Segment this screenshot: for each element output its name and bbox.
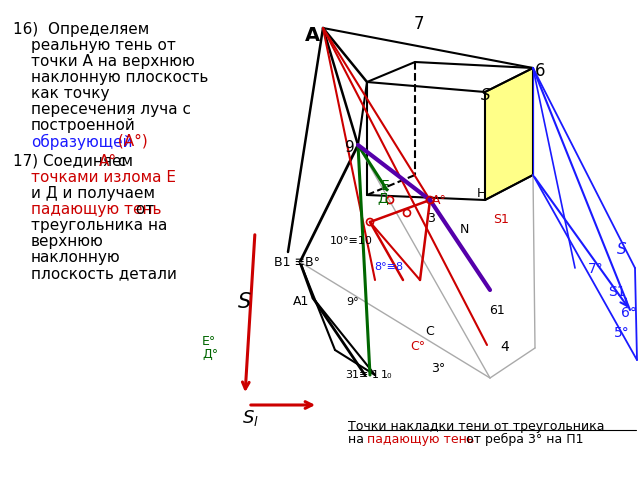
Text: как точку: как точку [31, 86, 109, 101]
Text: H: H [477, 187, 486, 200]
Text: Д: Д [377, 191, 388, 205]
Text: A: A [305, 26, 320, 45]
Text: 3: 3 [427, 212, 435, 225]
Text: S: S [238, 292, 252, 312]
Text: А°: А° [99, 154, 117, 169]
Text: пересечения луча с: пересечения луча с [31, 102, 191, 117]
Text: и Д и получаем: и Д и получаем [31, 186, 155, 201]
Text: N: N [460, 223, 469, 236]
Text: 9: 9 [345, 140, 355, 155]
Text: $S_l$: $S_l$ [242, 408, 259, 428]
Text: 3°: 3° [431, 362, 445, 375]
Text: от ребра 3° на П1: от ребра 3° на П1 [462, 433, 584, 446]
Text: от: от [131, 202, 154, 217]
Text: 10°≡10: 10°≡10 [330, 236, 373, 246]
Text: 31≡: 31≡ [345, 370, 369, 380]
Text: 1: 1 [372, 370, 379, 380]
Text: 6°: 6° [621, 306, 637, 320]
Text: A1: A1 [293, 295, 309, 308]
Text: C°: C° [410, 340, 425, 353]
Text: S1: S1 [493, 213, 509, 226]
Text: плоскость детали: плоскость детали [31, 266, 177, 281]
Text: Е: Е [381, 179, 390, 193]
Text: с: с [113, 154, 126, 169]
Text: 6: 6 [535, 62, 545, 80]
Text: S: S [481, 88, 491, 103]
Text: C: C [425, 325, 434, 338]
Text: падающую тень: падающую тень [31, 202, 161, 217]
Text: A°: A° [432, 194, 447, 207]
Text: точками излома Е: точками излома Е [31, 170, 176, 185]
Text: падающую тень: падающую тень [367, 433, 474, 446]
Text: Д°: Д° [202, 348, 218, 361]
Text: 1₀: 1₀ [381, 370, 392, 380]
Text: 7°: 7° [588, 262, 604, 276]
Text: (А°): (А°) [113, 134, 148, 149]
Polygon shape [485, 68, 533, 200]
Text: 16)  Определяем: 16) Определяем [13, 22, 149, 37]
Text: верхнюю: верхнюю [31, 234, 104, 249]
Text: 9°: 9° [346, 297, 358, 307]
Text: 17) Соединяем: 17) Соединяем [13, 154, 133, 169]
Text: S1: S1 [608, 285, 626, 299]
Text: построенной: построенной [31, 118, 136, 133]
Text: 5°: 5° [614, 326, 630, 340]
Text: 8°≡8: 8°≡8 [374, 262, 403, 272]
Text: наклонную: наклонную [31, 250, 120, 265]
Text: B1 ≡B°: B1 ≡B° [274, 256, 320, 269]
Text: 4: 4 [500, 340, 509, 354]
Text: Точки накладки тени от треугольника: Точки накладки тени от треугольника [348, 420, 605, 433]
Text: образующей: образующей [31, 134, 132, 150]
Text: E°: E° [202, 335, 216, 348]
Text: S: S [617, 242, 627, 257]
Text: реальную тень от: реальную тень от [31, 38, 176, 53]
Text: точки А на верхнюю: точки А на верхнюю [31, 54, 195, 69]
Text: треугольника на: треугольника на [31, 218, 168, 233]
Text: 61: 61 [489, 304, 505, 317]
Text: 7: 7 [414, 15, 424, 33]
Text: на: на [348, 433, 368, 446]
Text: наклонную плоскость: наклонную плоскость [31, 70, 209, 85]
